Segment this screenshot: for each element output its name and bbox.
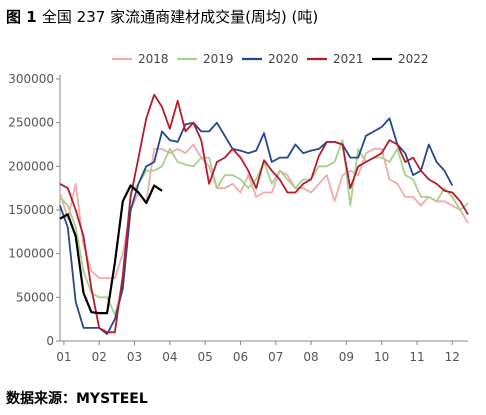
x-tick-label: 07 <box>268 350 283 364</box>
x-tick-label: 09 <box>339 350 354 364</box>
x-tick-label: 06 <box>233 350 248 364</box>
legend: 2018 2019 2020 2021 2022 <box>112 52 429 66</box>
line-chart: 2018 2019 2020 2021 2022 0 50000 100000 150000 2… <box>8 52 469 364</box>
legend-label-2022: 2022 <box>398 52 429 66</box>
legend-label-2019: 2019 <box>203 52 234 66</box>
x-tick-label: 12 <box>445 350 460 364</box>
series-line-2021 <box>59 93 469 334</box>
figure-number: 图 1 <box>6 8 37 26</box>
plot-area <box>59 93 469 335</box>
y-tick-label: 250000 <box>8 116 54 130</box>
x-tick-label: 08 <box>303 350 318 364</box>
x-tick-label: 05 <box>198 350 213 364</box>
y-tick-label: 150000 <box>8 203 54 217</box>
axes: 0 50000 100000 150000 200000 250000 300000 01 02… <box>8 72 468 364</box>
legend-label-2021: 2021 <box>333 52 364 66</box>
legend-label-2018: 2018 <box>138 52 169 66</box>
y-tick-label: 0 <box>46 334 54 348</box>
x-tick-label: 11 <box>409 350 424 364</box>
y-tick-label: 300000 <box>8 72 54 86</box>
x-tick-label: 01 <box>56 350 71 364</box>
series-line-2022 <box>59 184 163 315</box>
y-tick-label: 200000 <box>8 159 54 173</box>
legend-label-2020: 2020 <box>268 52 299 66</box>
chart-title: 图 1 全国 237 家流通商建材成交量(周均) (吨) <box>6 6 318 27</box>
x-tick-label: 10 <box>374 350 389 364</box>
x-tick-label: 03 <box>127 350 142 364</box>
source-note: 数据来源：MYSTEEL <box>6 391 148 407</box>
x-tick-label: 02 <box>92 350 107 364</box>
y-tick-label: 50000 <box>16 290 54 304</box>
y-tick-label: 100000 <box>8 247 54 261</box>
series-line-2020 <box>59 117 454 335</box>
title-text: 全国 237 家流通商建材成交量(周均) (吨) <box>41 8 319 26</box>
x-tick-label: 04 <box>162 350 177 364</box>
